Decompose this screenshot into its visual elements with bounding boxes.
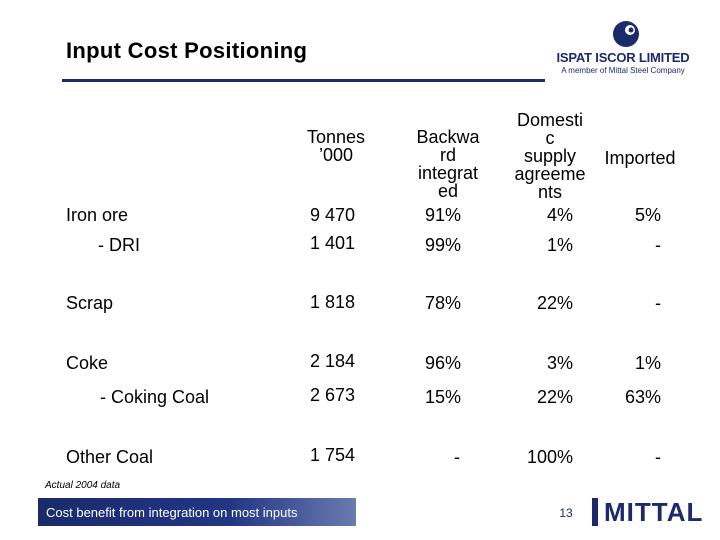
cell-imported: - <box>655 447 661 467</box>
header-backward-line: integrat <box>417 163 479 183</box>
cell-imported: 1% <box>634 353 661 373</box>
cell-domestic: 4% <box>546 205 573 225</box>
header-domestic-line: agreeme <box>514 164 586 184</box>
row-label: - Coking Coal <box>100 387 210 407</box>
cell-tonnes: 9 470 <box>310 205 356 225</box>
row-label: Coke <box>66 353 109 373</box>
row-label: Iron ore <box>66 205 129 225</box>
mittal-logo: MITTAL <box>604 497 704 527</box>
header-backward-line: ed <box>437 181 459 201</box>
title-underline <box>62 79 545 82</box>
logo-tagline: A member of Mittal Steel Company <box>561 66 685 75</box>
slide-title: Input Cost Positioning <box>66 38 308 63</box>
cell-tonnes: 1 401 <box>310 233 356 253</box>
page-number-box: 13 <box>540 498 592 526</box>
cell-imported: 63% <box>624 387 661 407</box>
footer-banner: Cost benefit from integration on most in… <box>38 498 356 526</box>
logo-company-name: ISPAT ISCOR LIMITED <box>556 50 690 65</box>
header-backward-integrated: Backwa rd integrat ed <box>398 128 498 200</box>
cell-domestic: 100% <box>526 447 573 467</box>
cell-backward: 15% <box>425 387 462 407</box>
cell-imported: - <box>655 235 661 255</box>
cell-backward: 99% <box>425 235 462 255</box>
header-imported: Imported <box>604 148 676 168</box>
header-tonnes-line: Tonnes <box>306 127 366 147</box>
header-domestic-line: Domesti <box>516 110 583 130</box>
header-domestic-line: supply <box>523 146 577 166</box>
header-tonnes: Tonnes ’000 <box>288 128 384 164</box>
cell-domestic: 22% <box>536 293 573 313</box>
row-label: Other Coal <box>66 447 154 467</box>
cell-domestic: 3% <box>546 353 573 373</box>
cell-backward: 96% <box>425 353 462 373</box>
cell-imported: 5% <box>634 205 661 225</box>
cell-tonnes: 2 184 <box>310 351 356 371</box>
header-backward-line: Backwa <box>416 127 480 147</box>
cell-domestic: 1% <box>546 235 573 255</box>
cell-domestic: 22% <box>536 387 573 407</box>
mittal-logo-bar <box>592 498 598 526</box>
ispat-iscor-logo: ISPAT ISCOR LIMITED A member of Mittal S… <box>553 20 693 80</box>
footer-banner-text: Cost benefit from integration on most in… <box>46 505 298 520</box>
cell-tonnes: 1 754 <box>310 445 356 465</box>
page-number: 13 <box>559 506 573 520</box>
header-tonnes-line: ’000 <box>318 145 354 165</box>
cell-backward: - <box>454 447 460 467</box>
row-label: - DRI <box>98 235 140 255</box>
header-backward-line: rd <box>439 145 456 165</box>
cell-imported: - <box>655 293 661 313</box>
cell-tonnes: 2 673 <box>310 385 356 405</box>
header-domestic-line: c <box>545 128 555 148</box>
cell-tonnes: 1 818 <box>310 292 356 312</box>
header-domestic-supply: Domesti c supply agreeme nts <box>508 111 592 201</box>
row-label: Scrap <box>66 293 114 313</box>
cell-backward: 78% <box>425 293 462 313</box>
footnote: Actual 2004 data <box>45 480 121 491</box>
header-domestic-line: nts <box>537 182 562 202</box>
ispat-logo-mark-icon <box>613 21 639 47</box>
cell-backward: 91% <box>425 205 462 225</box>
